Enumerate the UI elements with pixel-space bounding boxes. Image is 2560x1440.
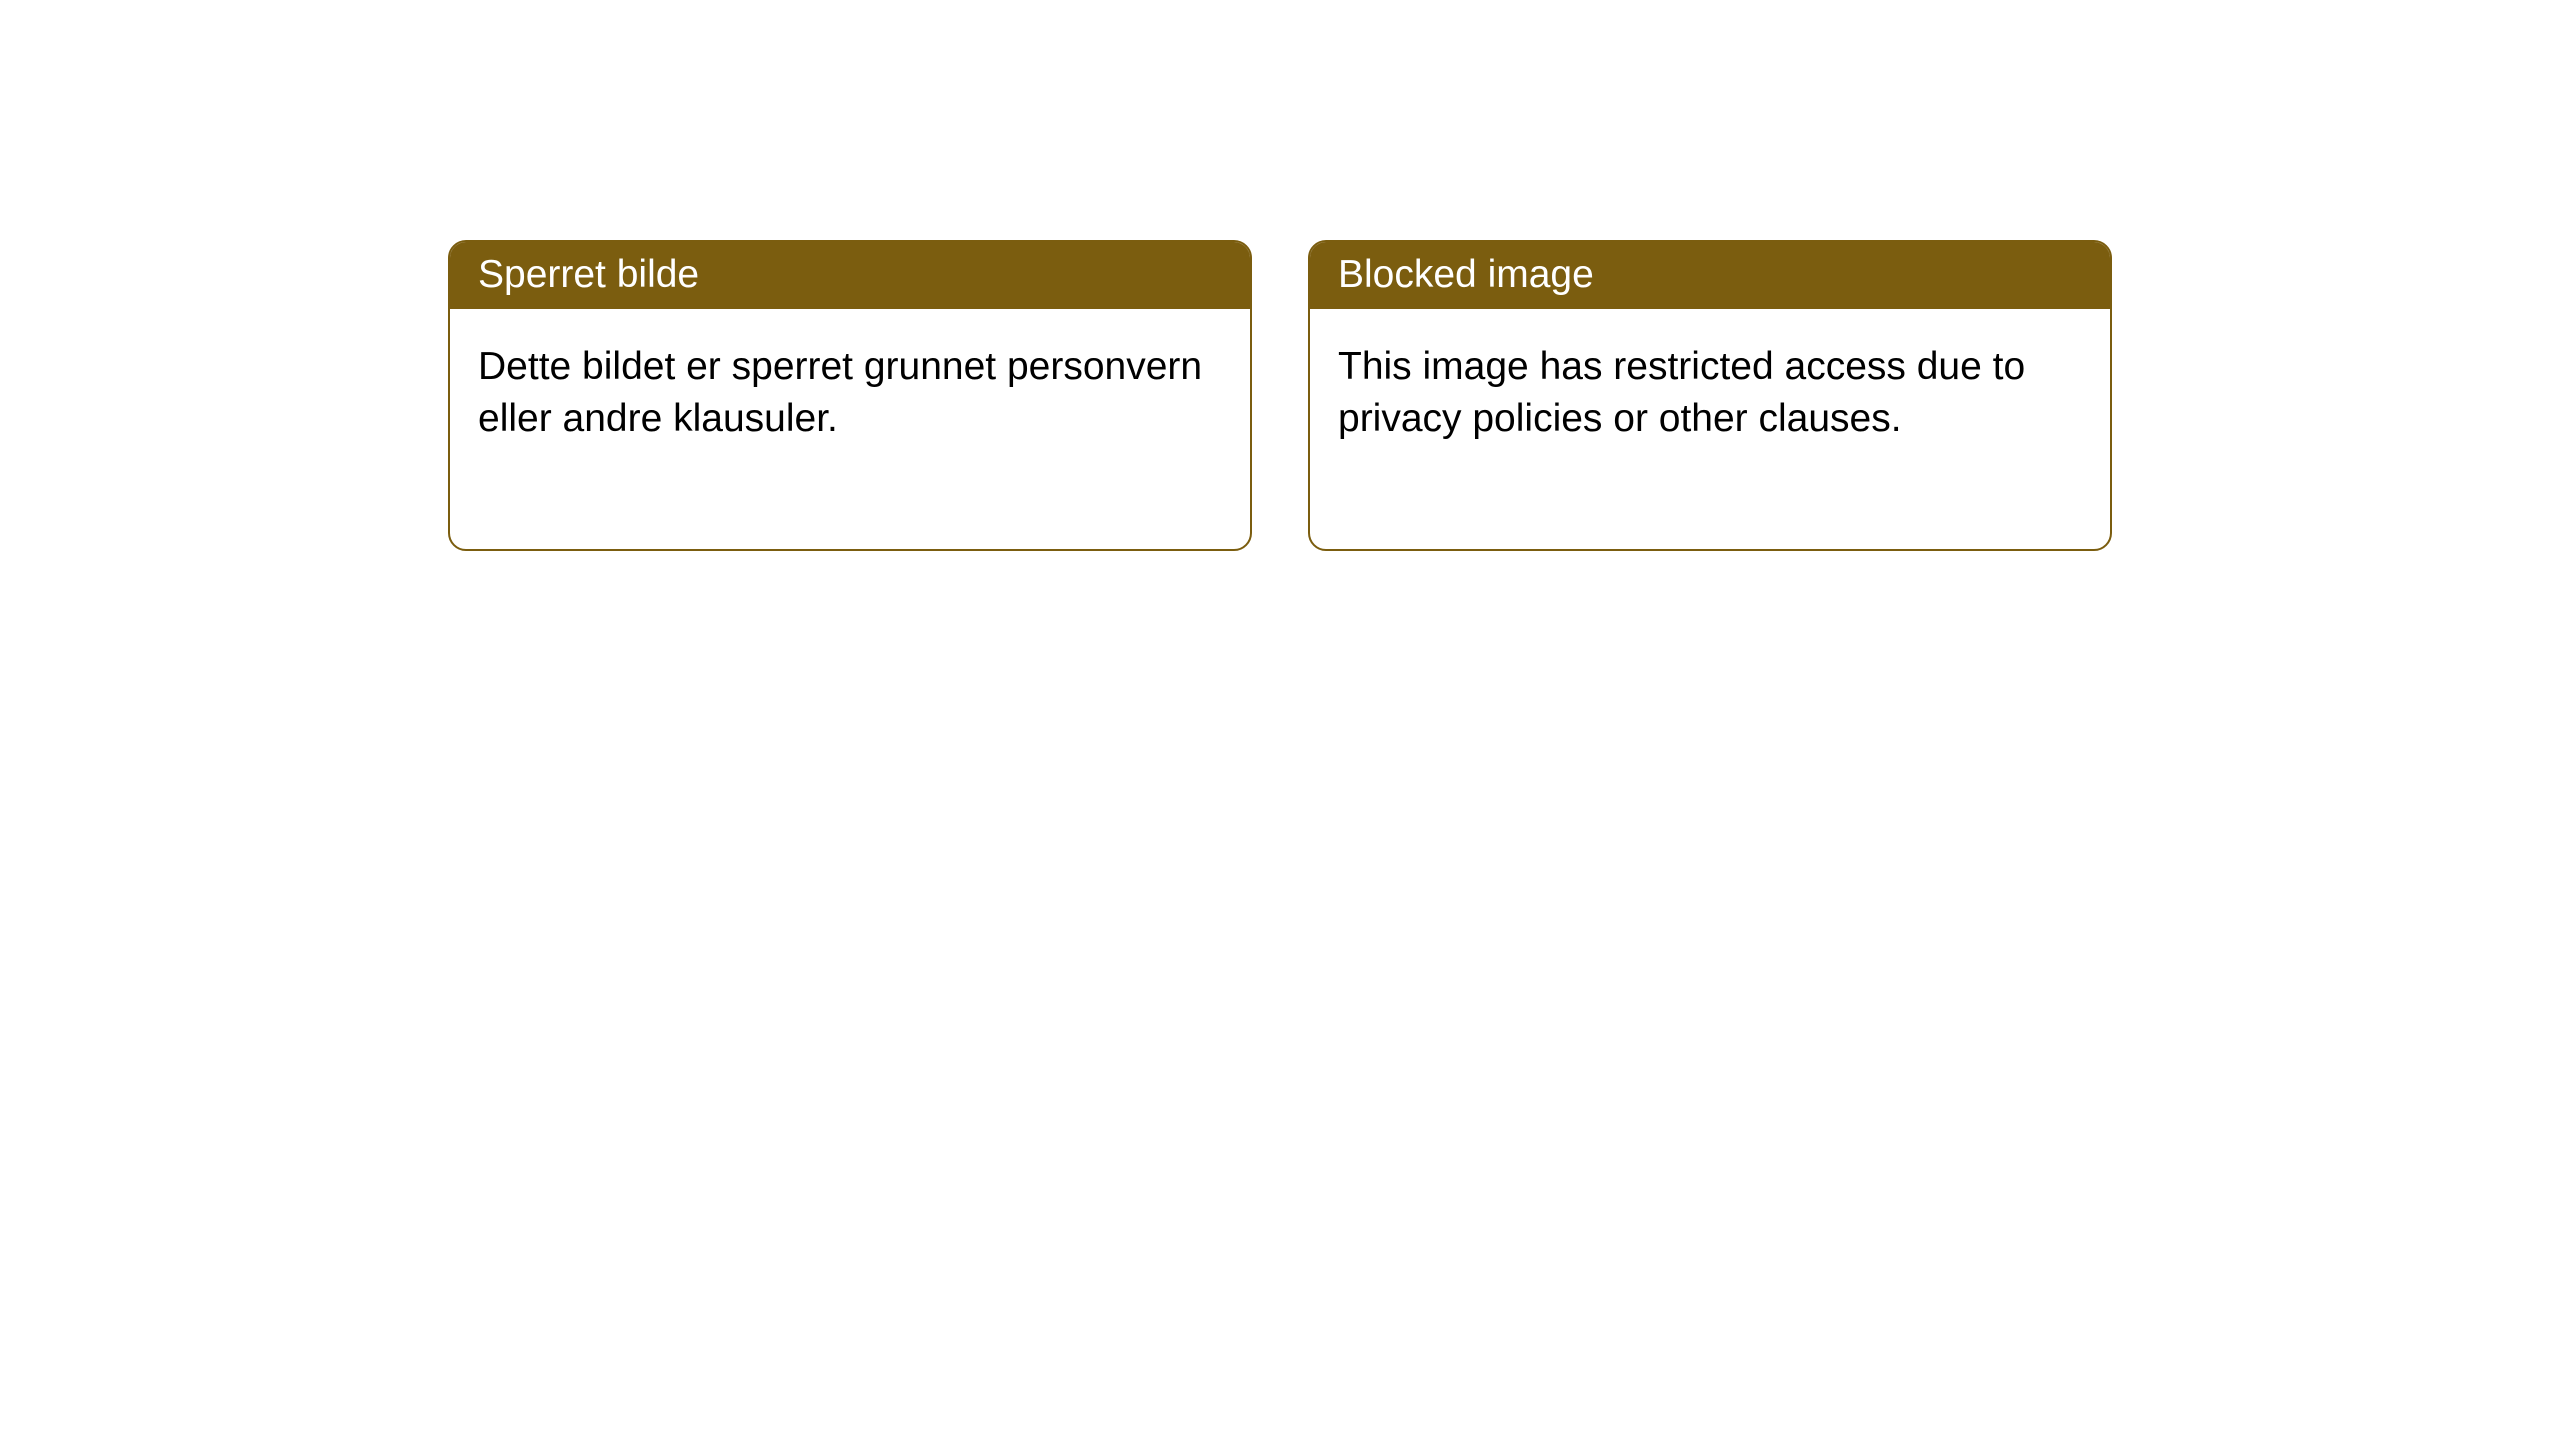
card-header-en: Blocked image [1310,242,2110,309]
card-body-no: Dette bildet er sperret grunnet personve… [450,309,1250,549]
blocked-image-card-en: Blocked image This image has restricted … [1308,240,2112,551]
card-body-en: This image has restricted access due to … [1310,309,2110,549]
blocked-image-card-no: Sperret bilde Dette bildet er sperret gr… [448,240,1252,551]
card-header-no: Sperret bilde [450,242,1250,309]
notice-container: Sperret bilde Dette bildet er sperret gr… [448,240,2112,551]
